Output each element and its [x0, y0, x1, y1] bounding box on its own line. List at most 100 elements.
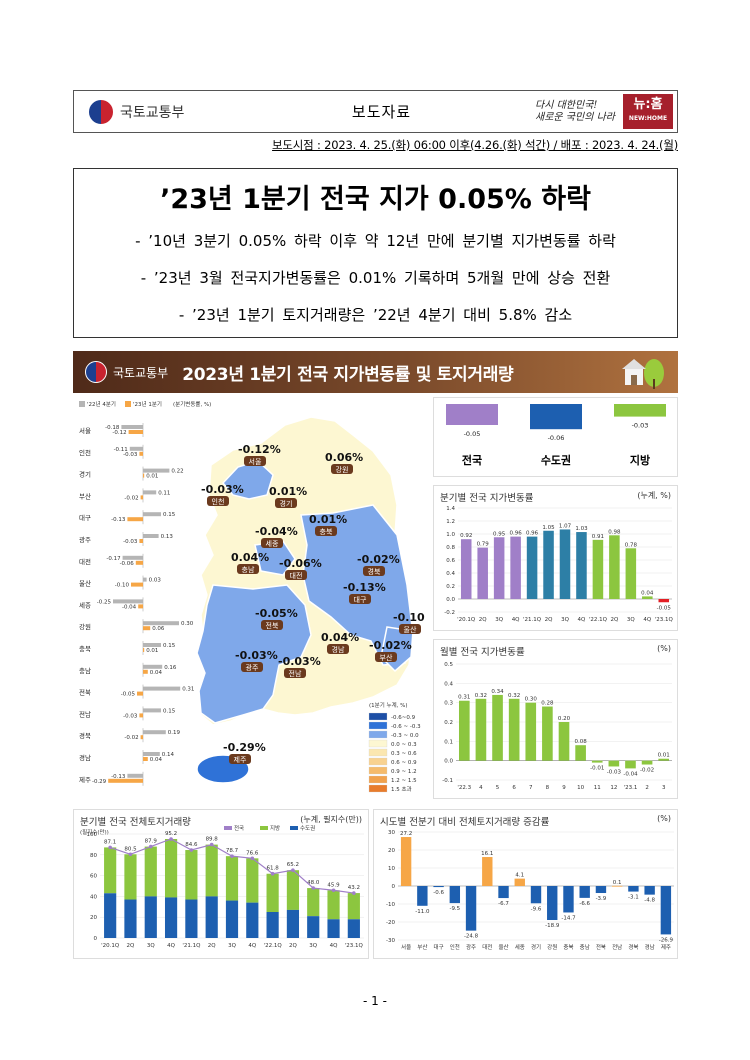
bar-region	[307, 888, 320, 917]
map-name-tag	[237, 564, 259, 574]
x-tick-label: '20.1Q	[101, 943, 120, 949]
bar	[458, 700, 470, 761]
bar-value-label: 87.1	[104, 839, 116, 845]
x-tick-label: 2Q	[610, 617, 618, 623]
region-bar-label: 0.01	[146, 474, 158, 480]
region-name: 광주	[79, 536, 91, 544]
bar-capital	[225, 900, 239, 938]
bar-capital	[185, 899, 198, 938]
area-bar	[446, 404, 498, 425]
bar-value-label: 0.08	[574, 739, 587, 745]
bar-value-label: 1.03	[575, 526, 588, 532]
region-name: 부산	[79, 491, 91, 500]
map-legend-swatch	[368, 721, 388, 730]
y-tick-label: 100	[87, 832, 98, 838]
y-tick-label: 0.1	[444, 739, 453, 745]
bar	[576, 532, 587, 599]
bar	[611, 885, 623, 887]
region-bar	[143, 686, 181, 691]
x-tick-label: 인천	[450, 943, 460, 951]
legend-label: 전국	[234, 824, 244, 832]
x-tick-label: 9	[562, 785, 566, 791]
bar	[449, 886, 461, 904]
map-panel: '22년 4분기 '23년 1분기 (분기변동률, %) 서울 -0.18 -0.1…	[73, 395, 436, 805]
region-bar	[139, 713, 143, 718]
map-name-tag	[241, 662, 263, 672]
x-tick-label: 3Q	[561, 617, 569, 623]
bar	[628, 886, 639, 892]
bar-value-label: 0.28	[541, 701, 554, 707]
map-value-label: 0.01%	[309, 513, 347, 526]
bar	[530, 886, 542, 904]
x-tick-label: 3	[662, 785, 666, 791]
region-bar-label: -0.06	[120, 561, 135, 567]
monthly-title: 월별 전국 지가변동률	[440, 647, 525, 658]
bar-capital	[124, 899, 137, 938]
y-tick-label: 1.0	[446, 532, 455, 538]
region-bar	[113, 599, 143, 604]
area-summary-panel: -0.05 전국 -0.06 수도권 -0.03 지방	[433, 397, 678, 477]
bar-region	[225, 856, 239, 901]
bar-capital	[347, 919, 360, 938]
y-tick-label: 1.4	[446, 506, 455, 512]
map-name-label: 인천	[212, 497, 225, 506]
map-name-tag	[399, 624, 421, 634]
bar	[591, 760, 603, 763]
map-name-tag	[207, 496, 229, 506]
region-bar-label: -0.12	[112, 430, 126, 436]
x-tick-label: 6	[512, 785, 516, 791]
map-legend-label: -0.6~0.9	[391, 715, 416, 721]
map-name-tag	[327, 644, 349, 654]
region-name: 서울	[79, 426, 91, 435]
map-name-label: 서울	[249, 457, 262, 466]
y-tick-label: 20	[90, 915, 97, 921]
page-number: - 1 -	[363, 994, 387, 1008]
y-tick-label: -0.2	[444, 610, 455, 616]
legend-q4: '22년 4분기	[87, 400, 116, 408]
legend-label: 지방	[270, 824, 280, 832]
bar	[508, 698, 520, 761]
bar	[575, 745, 586, 761]
slogan: 다시 대한민국! 새로운 국민의 나라	[535, 100, 615, 124]
legend-q1: '23년 1분기	[133, 400, 162, 408]
headline-title: ’23년 1분기 전국 지가 0.05% 하락	[160, 184, 591, 215]
area-bar-value: -0.03	[632, 422, 649, 430]
region-name: 강원	[79, 622, 91, 631]
region-name: 대구	[79, 514, 91, 522]
region-bar-label: -0.03	[123, 452, 138, 458]
national-point	[230, 854, 234, 858]
bar-value-label: 4.1	[515, 873, 524, 879]
bar-capital	[286, 909, 300, 938]
x-tick-label: 3Q	[147, 943, 155, 949]
bar-capital	[307, 916, 320, 938]
region-name: 경남	[79, 753, 91, 762]
region-name: 대전	[79, 557, 91, 566]
national-point	[209, 842, 214, 847]
bar	[525, 702, 537, 761]
legend-q1-swatch	[125, 401, 131, 407]
y-tick-label: -30	[386, 938, 395, 944]
map-name-label: 부산	[380, 653, 393, 662]
national-point	[169, 837, 173, 841]
map-value-label: -0.03%	[201, 483, 244, 496]
headline-bullet: - ’23년 3월 전국지가변동률은 0.01% 기록하며 5개월 만에 상승 …	[140, 269, 611, 287]
region-bar-label: -0.10	[115, 583, 130, 589]
map-name-tag	[261, 538, 283, 548]
region-name: 울산	[79, 579, 91, 588]
bar-value-label: -0.03	[607, 769, 622, 775]
bar	[510, 536, 521, 599]
map-jeolla	[196, 584, 312, 724]
bar-value-label: 0.1	[613, 880, 622, 886]
bar-region	[286, 870, 300, 910]
bar-capital	[205, 896, 218, 938]
ministry-logo: 국토교통부	[88, 98, 228, 125]
map-value-label: -0.04%	[255, 525, 298, 538]
x-tick-label: 대구	[434, 943, 444, 951]
area-bar	[530, 404, 582, 430]
map-name-tag	[315, 526, 337, 536]
region-bar	[108, 778, 143, 783]
bar-value-label: 87.9	[145, 839, 158, 845]
x-tick-label: '22.3	[457, 785, 471, 791]
bar-value-label: 0.01	[658, 753, 670, 759]
x-tick-label: 부산	[417, 943, 427, 951]
